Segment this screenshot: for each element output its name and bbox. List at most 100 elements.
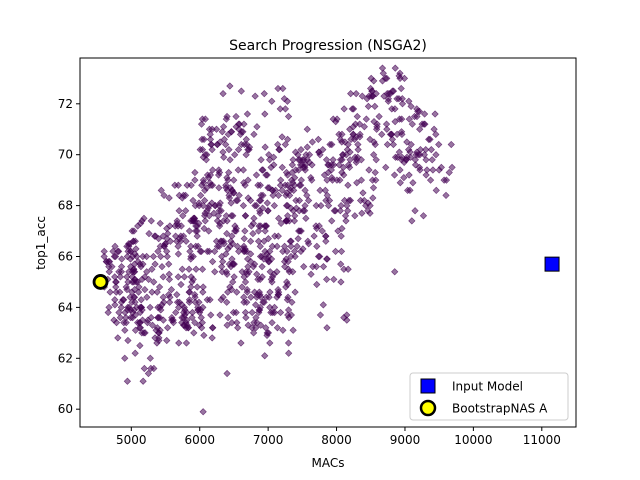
search-point <box>396 74 404 82</box>
search-point <box>240 235 248 243</box>
search-point <box>353 112 361 121</box>
search-point <box>303 143 311 151</box>
search-point <box>369 92 377 100</box>
search-point <box>232 196 240 205</box>
x-tick-label: 8000 <box>321 433 352 447</box>
plot-frame <box>79 57 577 428</box>
search-point <box>338 224 346 233</box>
search-point <box>151 260 159 268</box>
search-point <box>341 138 349 146</box>
search-point <box>281 181 289 189</box>
search-point <box>420 151 428 159</box>
search-point <box>363 95 371 103</box>
search-point <box>278 163 286 172</box>
search-point <box>165 291 173 299</box>
search-point <box>244 194 252 202</box>
search-point <box>193 283 201 291</box>
search-point <box>196 247 204 256</box>
search-point <box>283 247 291 256</box>
search-point <box>230 260 238 268</box>
search-point <box>105 303 113 312</box>
search-point <box>337 232 345 240</box>
search-point <box>261 247 269 256</box>
search-point <box>261 143 269 151</box>
search-point <box>391 64 399 72</box>
search-point <box>396 69 404 77</box>
search-point <box>223 270 231 278</box>
search-point <box>334 227 342 235</box>
search-point <box>270 303 279 312</box>
search-point <box>191 293 199 301</box>
search-point <box>225 145 233 154</box>
search-point <box>242 313 250 322</box>
search-point <box>266 247 274 256</box>
search-point <box>260 90 268 98</box>
search-point <box>405 171 413 179</box>
search-point <box>260 237 268 245</box>
search-point <box>177 280 185 289</box>
search-point <box>191 168 199 177</box>
search-point <box>227 128 235 136</box>
search-point <box>416 166 424 174</box>
search-point <box>172 308 180 317</box>
search-point <box>126 255 135 263</box>
search-point <box>294 235 302 243</box>
search-point <box>173 291 181 299</box>
x-tick-label: 5000 <box>116 433 147 447</box>
search-point <box>156 219 164 228</box>
search-point <box>116 313 124 322</box>
search-point <box>234 145 243 154</box>
search-point <box>448 163 456 172</box>
search-point <box>364 102 373 110</box>
x-tick-label: 6000 <box>184 433 215 447</box>
search-point <box>346 125 354 133</box>
search-point <box>155 283 164 291</box>
search-point <box>122 319 130 327</box>
search-point <box>328 217 336 225</box>
search-point <box>318 227 326 235</box>
search-point <box>145 229 153 238</box>
search-point <box>254 227 263 235</box>
search-point <box>160 191 168 200</box>
search-point <box>336 176 344 184</box>
search-point <box>352 158 360 166</box>
search-point <box>381 74 389 82</box>
search-point <box>375 112 383 121</box>
search-point <box>229 212 237 220</box>
search-point <box>323 255 331 263</box>
search-point <box>199 408 207 416</box>
search-point <box>182 324 190 332</box>
search-point <box>343 316 351 324</box>
search-point <box>198 319 206 327</box>
search-point <box>422 171 430 179</box>
search-point <box>157 186 165 194</box>
search-point <box>198 145 207 154</box>
search-point <box>254 237 263 245</box>
search-point <box>182 339 191 347</box>
search-point <box>171 222 179 230</box>
y-tick-label: 60 <box>58 402 73 416</box>
search-point <box>180 308 188 317</box>
search-point <box>138 306 146 314</box>
search-point <box>353 179 361 187</box>
search-point <box>344 181 352 189</box>
search-point <box>370 77 378 85</box>
search-point <box>397 156 406 164</box>
search-point <box>287 204 295 212</box>
search-point <box>302 151 310 159</box>
search-point <box>251 92 259 100</box>
search-point <box>274 191 283 200</box>
search-point <box>316 186 324 194</box>
search-point <box>273 324 282 332</box>
search-point <box>186 247 194 256</box>
search-point <box>263 199 271 207</box>
search-point <box>223 229 231 238</box>
search-point <box>393 95 401 103</box>
search-point <box>396 179 404 187</box>
search-point <box>201 217 209 225</box>
search-point <box>406 148 414 156</box>
search-point <box>346 148 354 156</box>
search-point <box>316 311 325 319</box>
search-point <box>198 324 206 332</box>
search-point <box>173 237 181 245</box>
